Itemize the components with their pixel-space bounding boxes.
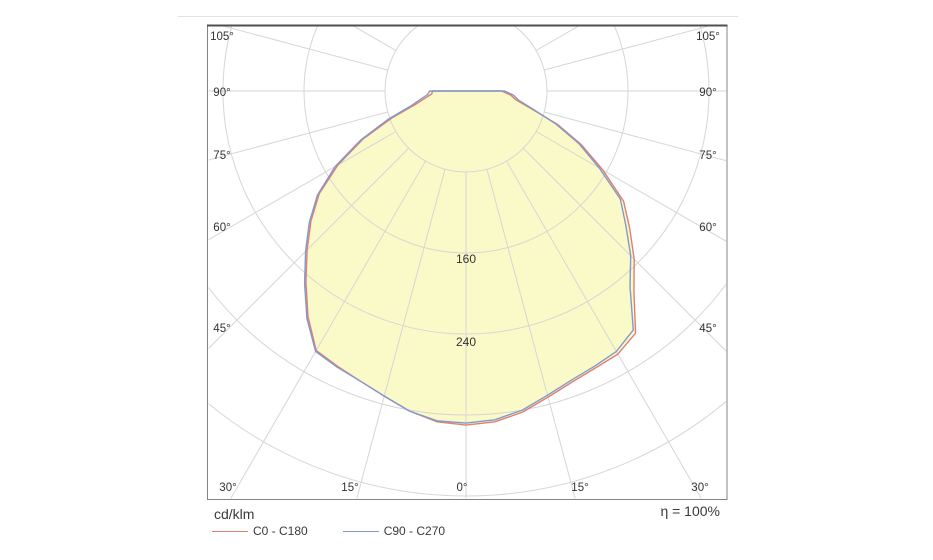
grid-radial-line-60 xyxy=(535,131,726,242)
grid-radial-line-30 xyxy=(506,160,702,499)
angle-tick-left-45°: 45° xyxy=(213,323,230,335)
ring-value-label-160: 160 xyxy=(456,252,476,266)
angle-tick-left-105°: 105° xyxy=(210,31,234,43)
angle-tick-bottom-30°: 30° xyxy=(691,482,708,494)
legend-item-c90-c270: C90 - C270 xyxy=(342,524,446,538)
grid-radial-line-60 xyxy=(208,131,397,241)
angle-tick-right-45°: 45° xyxy=(699,323,716,335)
c0-c180-line-swatch xyxy=(212,530,248,532)
grid-radial-line-105 xyxy=(544,26,709,71)
angle-tick-bottom-30°: 30° xyxy=(219,482,236,494)
angle-tick-bottom-15°: 15° xyxy=(571,482,588,494)
beam-fill-1 xyxy=(304,91,634,424)
grid-radial-line-75 xyxy=(208,111,388,161)
curve-c0-c180 xyxy=(305,90,637,426)
legend-label-c90-c270: C90 - C270 xyxy=(383,524,446,538)
angle-tick-right-90°: 90° xyxy=(699,87,716,99)
c90-c270-line-swatch xyxy=(342,530,379,532)
angle-tick-right-60°: 60° xyxy=(699,222,716,234)
angle-tick-left-60°: 60° xyxy=(213,222,230,234)
grid-radial-line-45 xyxy=(522,147,726,352)
angle-tick-right-105°: 105° xyxy=(696,31,720,43)
legend-item-c0-c180: C0 - C180 xyxy=(212,524,308,538)
grid-radial-line-105 xyxy=(223,26,388,71)
angle-tick-left-75°: 75° xyxy=(213,150,230,162)
ring-value-label-240: 240 xyxy=(456,335,476,349)
curve-c90-c270 xyxy=(303,90,634,424)
legend-label-c0-c180: C0 - C180 xyxy=(253,524,308,538)
top-hairline-divider xyxy=(178,16,738,17)
grid-radial-line-15 xyxy=(486,169,576,499)
efficiency-label: η = 100% xyxy=(660,503,720,519)
angle-tick-right-75°: 75° xyxy=(699,150,716,162)
angle-tick-left-90°: 90° xyxy=(213,87,230,99)
units-label: cd/klm xyxy=(214,506,255,522)
legend: C0 - C180 C90 - C270 xyxy=(212,524,445,538)
grid-radial-line-15 xyxy=(356,169,446,499)
grid-radial-line-30 xyxy=(230,160,426,499)
angle-tick-bottom-0°: 0° xyxy=(457,482,468,494)
grid-radial-line-75 xyxy=(544,111,726,162)
grid-radial-line-45 xyxy=(208,147,410,350)
angle-tick-bottom-15°: 15° xyxy=(341,482,358,494)
